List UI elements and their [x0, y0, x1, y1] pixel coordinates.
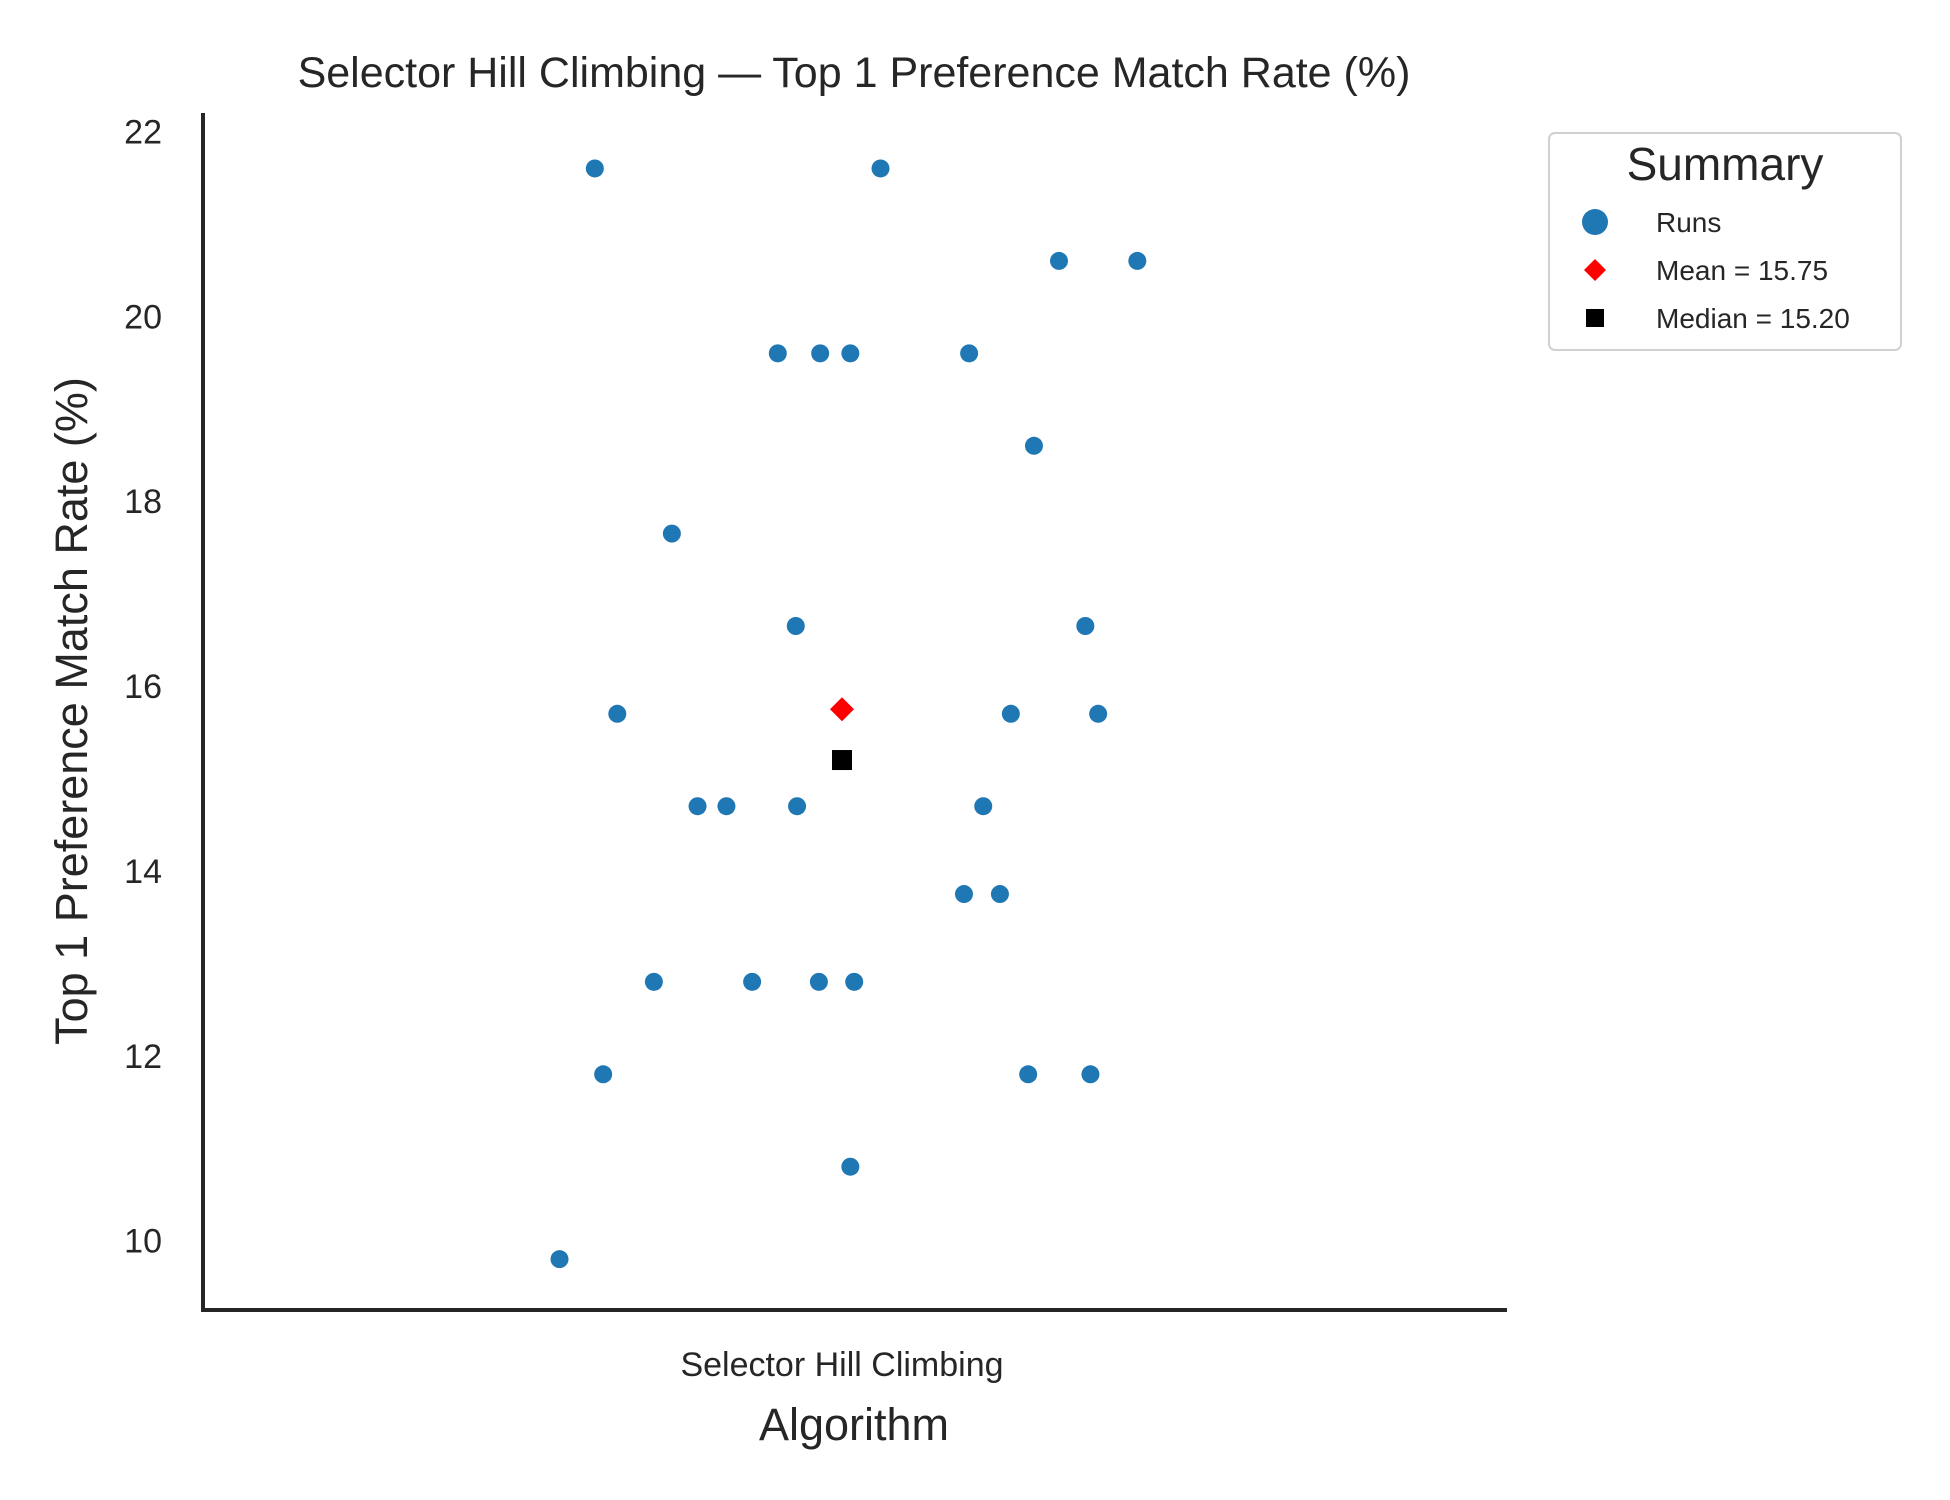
legend: Summary Runs Mean = 15.75 Median = 15.20	[1548, 132, 1902, 351]
run-point	[788, 797, 807, 816]
mean-marker	[830, 697, 854, 722]
legend-entries: Runs Mean = 15.75 Median = 15.20	[1582, 207, 1850, 334]
legend-entry-mean-label: Mean = 15.75	[1656, 255, 1828, 286]
chart-title: Selector Hill Climbing — Top 1 Preferenc…	[298, 49, 1411, 97]
x-axis-title: Algorithm	[759, 1399, 949, 1450]
run-point	[585, 159, 604, 178]
run-point	[717, 797, 736, 816]
data-points	[550, 159, 1147, 1269]
legend-entry-mean-marker	[1584, 259, 1606, 281]
run-point	[1089, 704, 1108, 723]
y-tick-label: 10	[124, 1223, 162, 1261]
y-tick-label: 18	[124, 483, 162, 521]
run-point	[1024, 436, 1043, 455]
run-point	[809, 972, 828, 991]
run-point	[768, 344, 787, 363]
run-point	[1019, 1065, 1038, 1084]
legend-entry-median-marker	[1586, 309, 1604, 327]
run-point	[811, 344, 830, 363]
median-marker	[832, 750, 852, 771]
run-point	[1049, 251, 1068, 270]
y-tick-label: 14	[124, 853, 162, 891]
legend-entry-runs-marker	[1582, 209, 1608, 235]
run-point	[954, 885, 973, 904]
run-point	[841, 1157, 860, 1176]
run-point	[871, 159, 890, 178]
y-tick-label: 12	[124, 1038, 162, 1076]
run-point	[960, 344, 979, 363]
legend-entry-median-label: Median = 15.20	[1656, 303, 1850, 334]
run-point	[841, 344, 860, 363]
run-point	[644, 972, 663, 991]
run-point	[1128, 251, 1147, 270]
run-point	[845, 972, 864, 991]
run-point	[786, 617, 805, 635]
run-point	[1081, 1065, 1100, 1084]
y-tick-labels: 10 12 14 16 18 20 22	[124, 113, 162, 1260]
y-tick-label: 20	[124, 298, 162, 336]
y-tick-label: 16	[124, 668, 162, 706]
run-point	[608, 704, 627, 723]
run-point	[743, 972, 762, 991]
legend-entry-runs-label: Runs	[1656, 207, 1721, 238]
legend-title: Summary	[1627, 138, 1824, 190]
legend-box	[1548, 132, 1902, 351]
run-point	[1076, 617, 1095, 635]
x-tick-labels: Selector Hill Climbing	[680, 1346, 1003, 1384]
run-point	[990, 885, 1009, 904]
run-point	[688, 797, 707, 816]
run-point	[550, 1250, 569, 1269]
y-axis-title: Top 1 Preference Match Rate (%)	[46, 377, 97, 1045]
run-point	[974, 797, 993, 816]
x-tick-label: Selector Hill Climbing	[680, 1346, 1003, 1384]
y-tick-label: 22	[124, 113, 162, 151]
run-point	[594, 1065, 613, 1084]
run-point	[662, 524, 681, 543]
run-point	[1001, 704, 1020, 723]
